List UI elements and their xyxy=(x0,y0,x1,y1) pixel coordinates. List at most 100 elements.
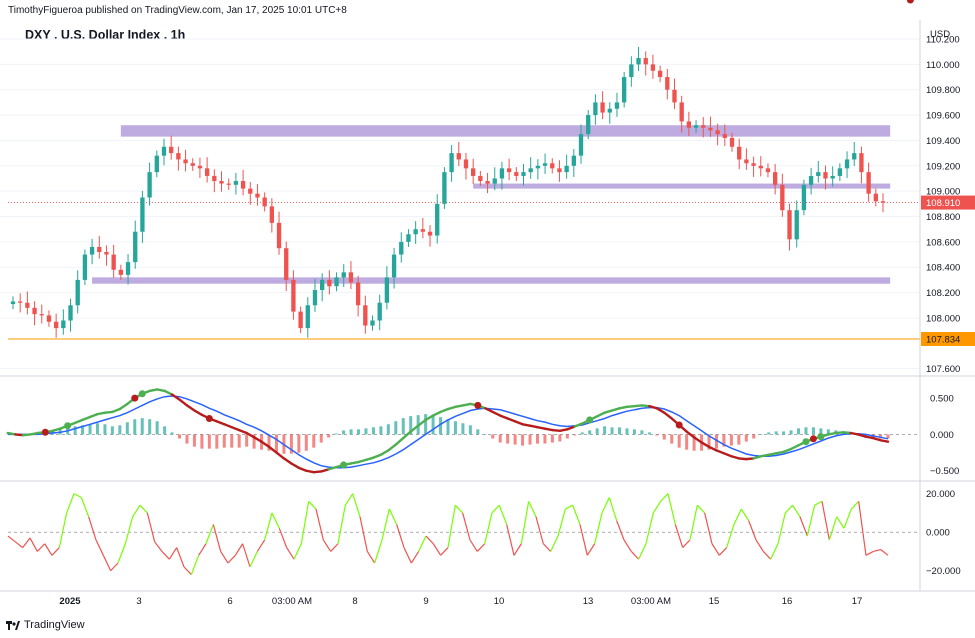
time-tick-label: 8 xyxy=(352,596,357,607)
osc-segment xyxy=(7,535,16,543)
osc-segment xyxy=(227,554,236,564)
macd-histogram-bar xyxy=(379,426,383,435)
macd-histogram-bar xyxy=(185,434,189,444)
macd-histogram-bar xyxy=(714,434,718,449)
macd-histogram-bar xyxy=(245,434,249,447)
candle-body xyxy=(240,181,246,189)
candle-body xyxy=(665,77,670,90)
candle-body xyxy=(89,246,95,255)
candle-body xyxy=(255,193,260,198)
osc-segment xyxy=(322,539,332,552)
macd-histogram-bar xyxy=(692,434,696,451)
macd-histogram-bar xyxy=(737,434,741,445)
osc-segment xyxy=(278,528,288,548)
macd-histogram-bar xyxy=(767,432,771,435)
macd-histogram-bar xyxy=(774,431,778,435)
price-tick-label: 109.400 xyxy=(926,136,960,147)
osc-segment xyxy=(696,504,706,514)
tradingview-brand[interactable]: TradingView xyxy=(6,619,85,631)
candle-body xyxy=(708,127,713,131)
candle-body xyxy=(391,254,397,278)
macd-histogram-bar xyxy=(349,429,353,435)
macd-fast-segment xyxy=(543,427,554,432)
macd-histogram-bar xyxy=(148,419,152,435)
macd-fast-segment xyxy=(566,425,576,431)
macd-histogram-bar xyxy=(297,434,301,453)
price-zone xyxy=(120,125,891,137)
macd-signal-dot xyxy=(64,422,72,430)
macd-histogram-bar xyxy=(73,426,77,435)
osc-segment xyxy=(572,504,581,525)
candle-body xyxy=(607,108,612,113)
candle-body xyxy=(370,320,375,326)
osc-segment xyxy=(388,508,398,525)
osc-segment xyxy=(821,501,830,541)
macd-fast-segment xyxy=(282,457,293,465)
macd-histogram-bar xyxy=(237,434,241,448)
candle-body xyxy=(471,168,476,176)
osc-segment xyxy=(396,524,405,548)
macd-histogram-bar xyxy=(491,434,495,439)
macd-fast-segment xyxy=(842,431,852,435)
macd-fast-segment xyxy=(14,433,25,437)
osc-segment xyxy=(565,504,573,510)
price-tick-label: 109.800 xyxy=(926,85,960,96)
price-tick-label: 108.600 xyxy=(926,237,960,248)
macd-fast-segment xyxy=(170,393,181,401)
candle-body xyxy=(873,193,878,202)
candle-body xyxy=(197,165,203,169)
macd-fast-segment xyxy=(663,411,673,420)
macd-histogram-bar xyxy=(222,434,226,448)
osc-segment xyxy=(168,547,178,560)
macd-histogram-bar xyxy=(729,434,733,446)
candle-body xyxy=(643,58,648,65)
osc-tick-label: −20.000 xyxy=(926,566,961,577)
candle-body xyxy=(528,168,533,173)
candle-body xyxy=(320,279,325,291)
macd-signal-dot xyxy=(906,0,914,4)
osc-segment xyxy=(843,508,852,529)
macd-fast-segment xyxy=(595,411,606,418)
macd-signal-dot xyxy=(586,416,594,424)
osc-segment xyxy=(102,555,112,571)
macd-histogram-bar xyxy=(140,418,144,435)
candle-body xyxy=(657,70,663,78)
osc-segment xyxy=(44,543,53,556)
macd-histogram-bar xyxy=(274,434,278,453)
time-tick-label: 16 xyxy=(782,596,793,607)
macd-histogram-bar xyxy=(200,434,204,449)
osc-segment xyxy=(674,524,684,548)
candle-body xyxy=(701,125,706,128)
osc-segment xyxy=(828,516,838,541)
macd-histogram-bar xyxy=(386,424,390,435)
osc-segment xyxy=(462,512,471,541)
macd-histogram-bar xyxy=(215,434,219,449)
macd-fast-segment xyxy=(103,410,114,414)
osc-tick-label: 20.000 xyxy=(926,489,955,500)
candle-body xyxy=(133,231,138,263)
macd-histogram-bar xyxy=(178,434,182,439)
macd-signal-dot xyxy=(138,390,146,398)
macd-fast-segment xyxy=(320,468,330,473)
macd-fast-segment xyxy=(752,455,763,460)
osc-segment xyxy=(286,547,295,560)
candle-body xyxy=(348,272,354,283)
osc-segment xyxy=(762,551,772,560)
candle-body xyxy=(125,262,131,275)
macd-histogram-bar xyxy=(580,432,584,435)
candle-body xyxy=(406,234,411,242)
symbol-title: DXY . U.S. Dollar Index . 1h xyxy=(25,28,186,42)
macd-fast-segment xyxy=(789,444,800,451)
macd-fast-segment xyxy=(640,404,651,408)
candle-body xyxy=(291,279,296,312)
macd-histogram-bar xyxy=(110,426,114,435)
macd-histogram-bar xyxy=(81,425,85,435)
candle-body xyxy=(485,181,490,184)
osc-segment xyxy=(484,512,493,544)
candle-body xyxy=(420,229,425,232)
candle-body xyxy=(650,64,656,71)
macd-histogram-bar xyxy=(207,434,211,449)
osc-segment xyxy=(718,547,728,556)
macd-histogram-bar xyxy=(685,434,689,450)
